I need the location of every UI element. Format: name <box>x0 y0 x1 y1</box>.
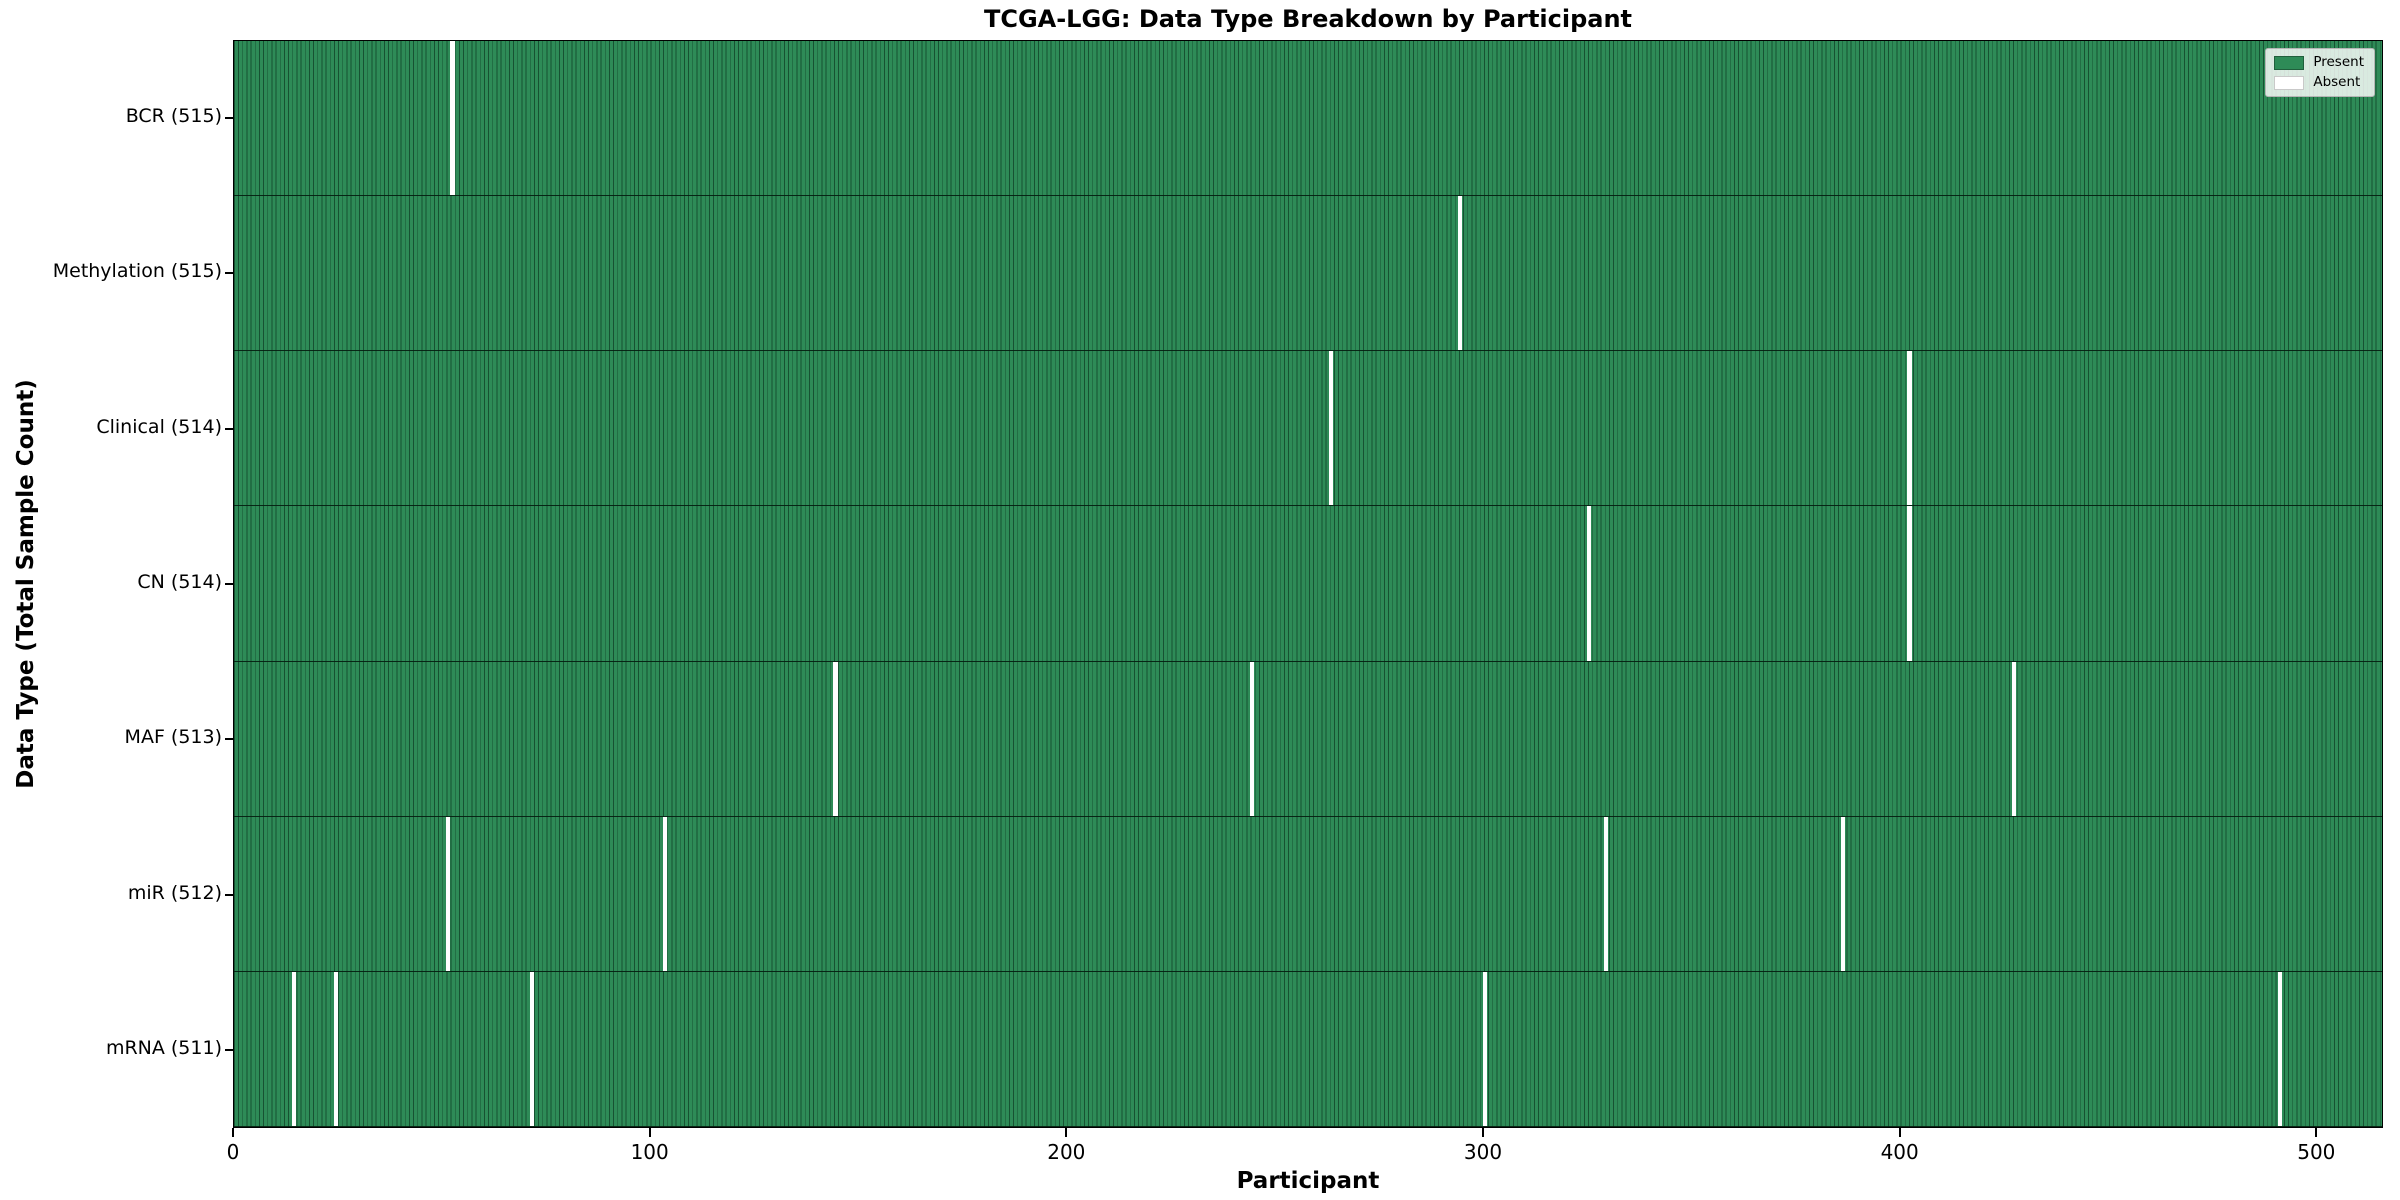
legend-present-label: Present <box>2313 54 2364 70</box>
absent-cell <box>446 816 451 971</box>
absent-cell <box>292 971 297 1126</box>
absent-cell <box>1840 816 1845 971</box>
x-tick-mark <box>648 1128 651 1137</box>
legend-entry-present: Present <box>2274 55 2364 70</box>
heatmap-row-Methylation <box>234 196 2382 352</box>
absent-cell <box>529 971 534 1126</box>
absent-cell <box>2277 971 2283 1126</box>
absent-cell <box>1586 506 1592 661</box>
y-tick-label-miR: miR (512) <box>127 881 222 904</box>
y-tick-label-mRNA: mRNA (511) <box>105 1037 222 1060</box>
chart-title: TCGA-LGG: Data Type Breakdown by Partici… <box>983 5 1633 33</box>
x-tick-label: 400 <box>1880 1140 1919 1164</box>
x-tick-mark <box>232 1128 234 1137</box>
absent-cell <box>833 661 838 816</box>
plot-area: Present Absent <box>233 40 2383 1128</box>
y-tick-mark <box>225 116 233 119</box>
x-tick-mark <box>2315 1128 2318 1137</box>
x-tick-mark <box>1065 1128 1068 1137</box>
legend-absent-swatch <box>2274 75 2305 90</box>
heatmap-row-Clinical <box>234 351 2382 507</box>
absent-cell <box>1907 506 1912 661</box>
heatmap-row-MAF <box>234 661 2382 817</box>
heatmap-row-CN <box>234 506 2382 662</box>
heatmap-row-mRNA <box>234 971 2382 1127</box>
y-tick-label-BCR: BCR (515) <box>125 104 222 127</box>
legend: Present Absent <box>2265 48 2375 97</box>
absent-cell <box>450 41 455 196</box>
legend-present-swatch <box>2274 55 2305 70</box>
x-tick-mark <box>1898 1128 1901 1137</box>
x-tick-label: 100 <box>630 1140 669 1164</box>
x-tick-mark <box>1482 1128 1484 1137</box>
y-tick-mark <box>225 738 233 741</box>
y-tick-mark <box>225 893 233 896</box>
x-axis-label: Participant <box>1236 1168 1380 1194</box>
legend-absent-label: Absent <box>2313 74 2361 90</box>
y-tick-label-MAF: MAF (513) <box>124 726 222 749</box>
x-tick-label: 300 <box>1463 1140 1503 1164</box>
y-tick-mark <box>225 583 233 585</box>
heatmap-row-miR <box>234 816 2382 972</box>
absent-cell <box>1249 661 1254 816</box>
absent-cell <box>1482 971 1487 1126</box>
y-tick-mark <box>225 272 233 275</box>
absent-cell <box>1328 351 1333 506</box>
y-tick-label-Clinical: Clinical (514) <box>96 415 222 438</box>
heatmap-row-BCR <box>234 41 2382 197</box>
y-tick-label-CN: CN (514) <box>137 571 222 593</box>
absent-cell <box>333 971 339 1126</box>
absent-cell <box>1457 196 1463 351</box>
x-tick-label: 200 <box>1047 1140 1086 1164</box>
absent-cell <box>662 816 667 971</box>
y-tick-label-Methylation: Methylation (515) <box>52 260 222 283</box>
absent-cell <box>2011 661 2016 816</box>
y-tick-mark <box>225 427 233 430</box>
legend-entry-absent: Absent <box>2274 75 2364 90</box>
y-tick-mark <box>225 1049 233 1052</box>
absent-cell <box>1603 816 1608 971</box>
absent-cell <box>1907 351 1912 506</box>
x-tick-label: 0 <box>226 1140 240 1164</box>
x-tick-label: 500 <box>2297 1140 2336 1164</box>
